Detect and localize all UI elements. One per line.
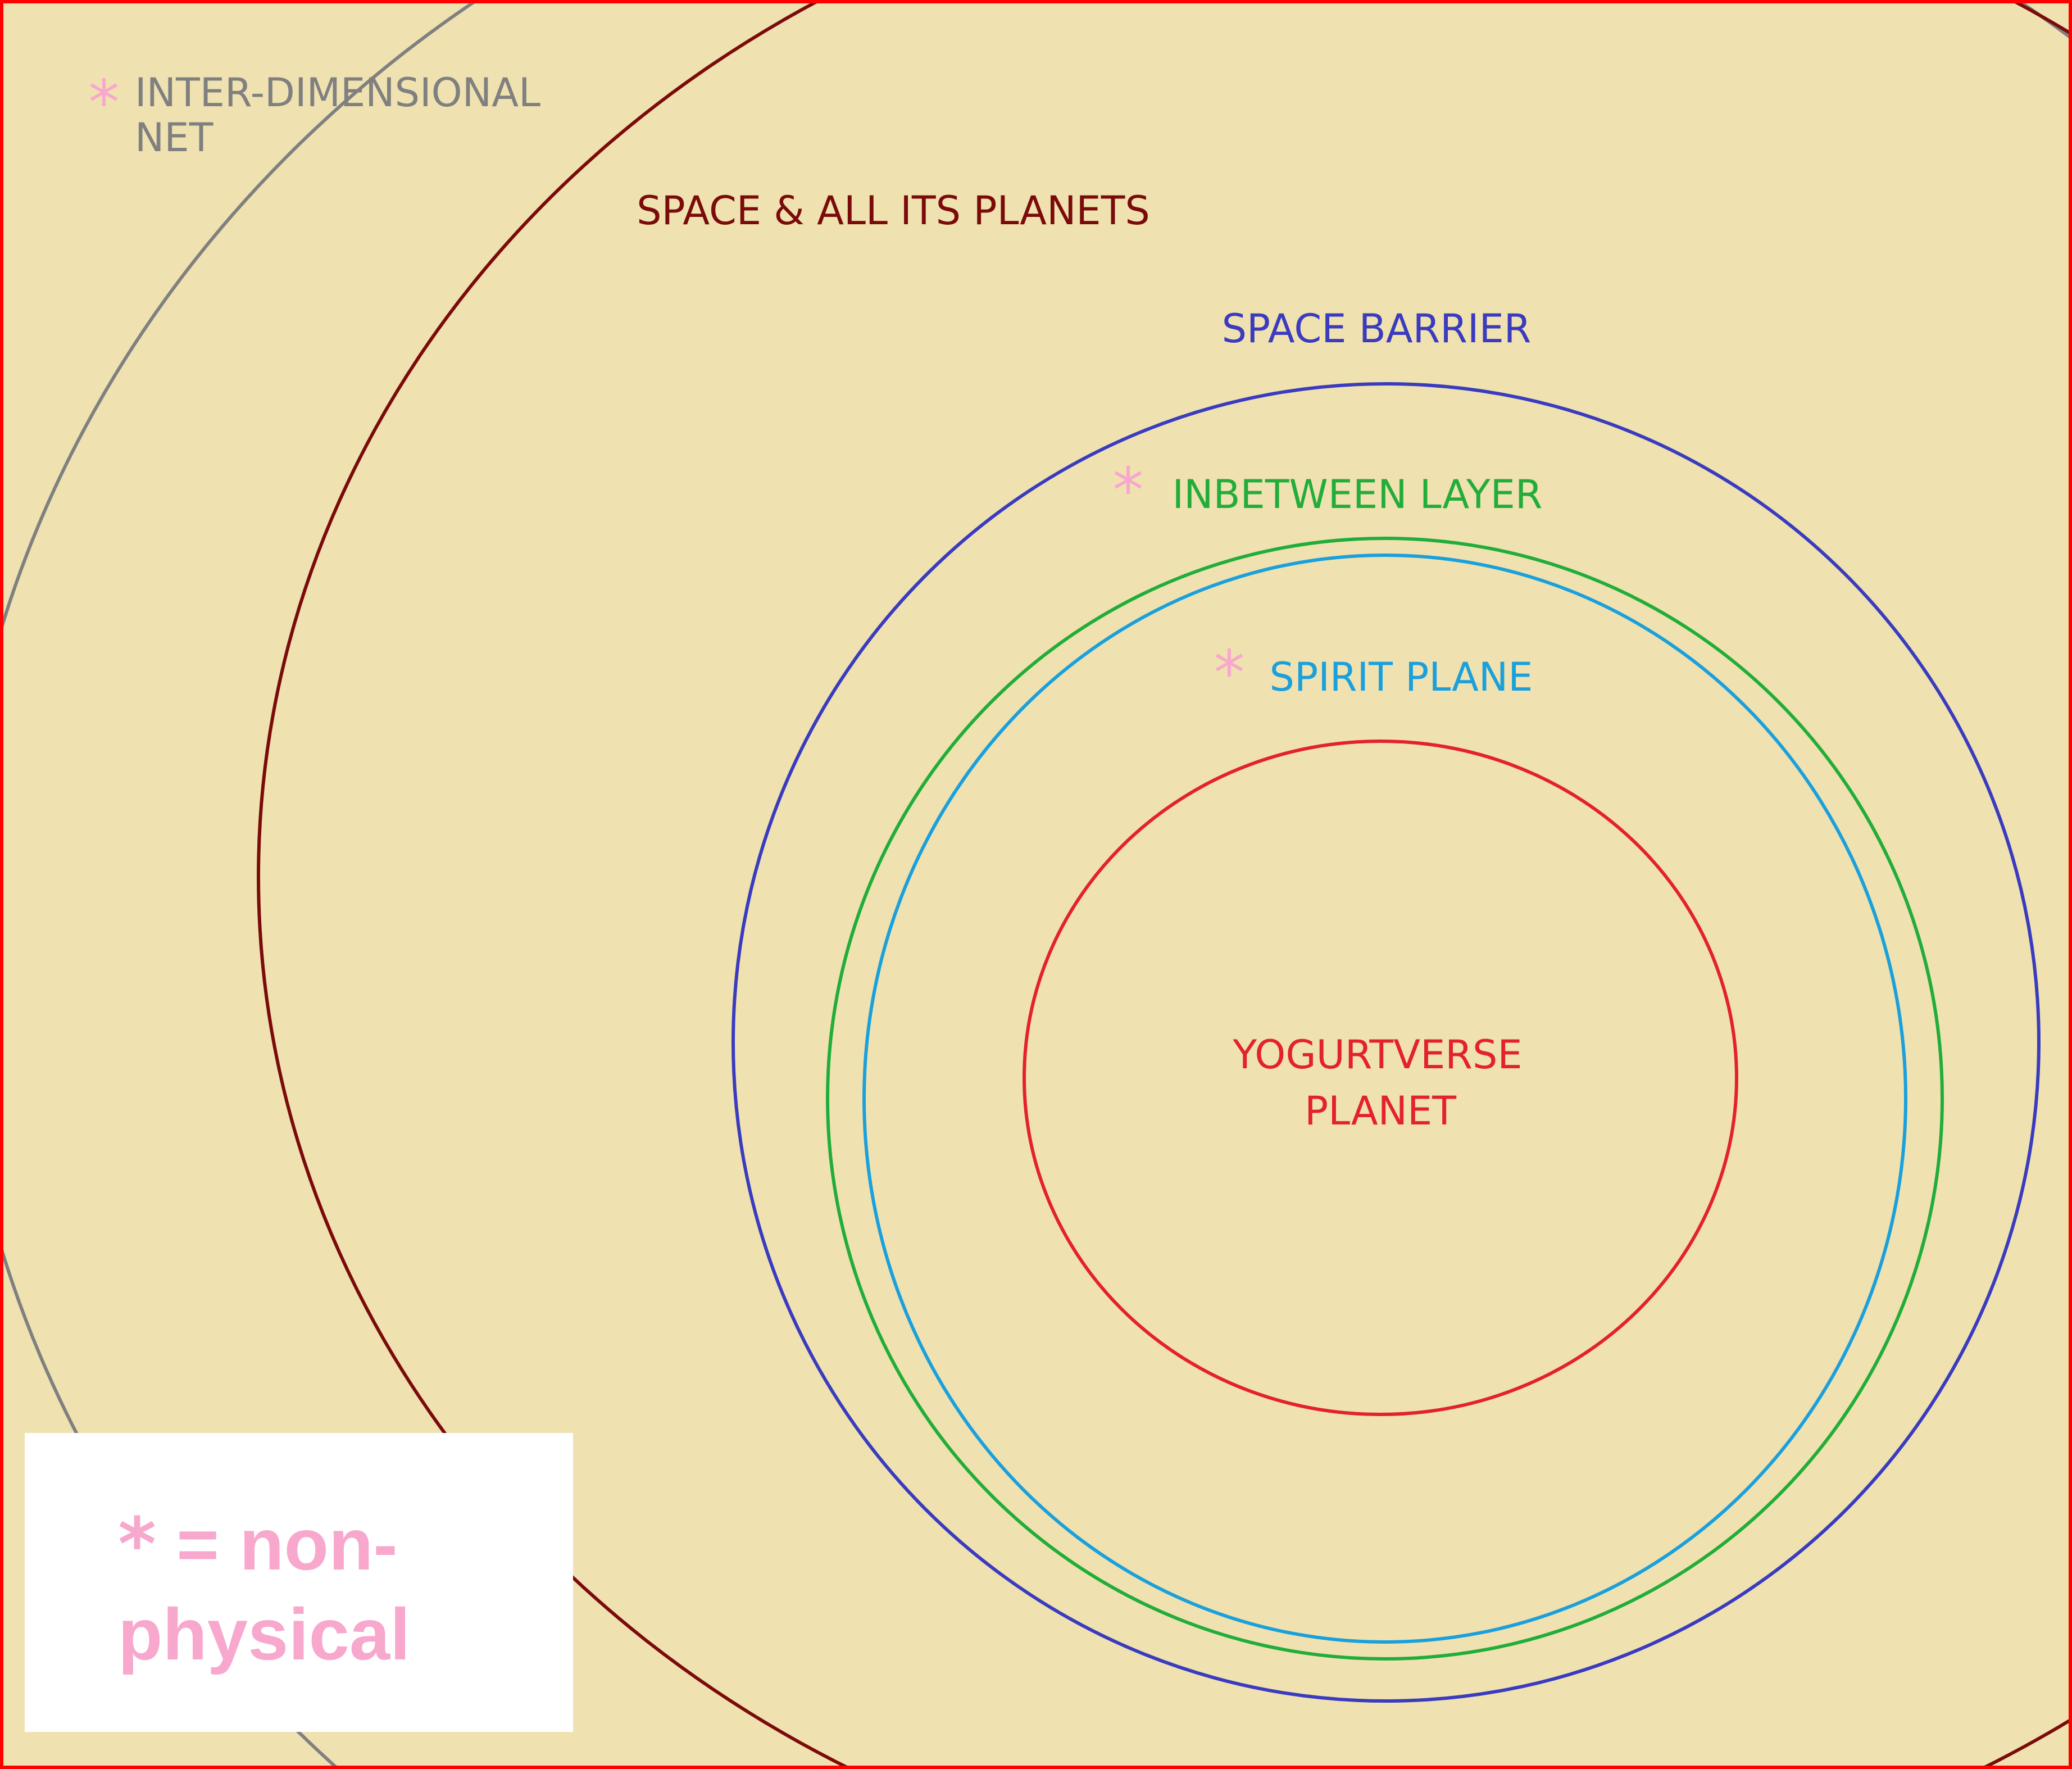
label-spirit-plane: SPIRIT PLANE bbox=[1270, 654, 1533, 700]
marker-inbetween: * bbox=[1113, 454, 1144, 526]
label-yogurtverse-line2: PLANET bbox=[1305, 1088, 1456, 1134]
label-inter-dimensional-line1: INTER-DIMENSIONAL bbox=[135, 70, 540, 116]
space-barrier-ring bbox=[731, 382, 2041, 1703]
label-yogurtverse-line1: YOGURTVERSE bbox=[1232, 1032, 1522, 1078]
label-inbetween-layer: INBETWEEN LAYER bbox=[1173, 471, 1543, 518]
legend-description: = non-physical bbox=[118, 1503, 411, 1675]
legend-text: * = non-physical bbox=[118, 1499, 556, 1679]
marker-inter-dimensional: * bbox=[89, 66, 120, 138]
spirit-plane-ring bbox=[862, 554, 1907, 1644]
label-space: SPACE & ALL ITS PLANETS bbox=[637, 188, 1150, 234]
label-space-barrier: SPACE BARRIER bbox=[1222, 306, 1532, 352]
legend-marker: * bbox=[118, 1502, 156, 1587]
space-ring bbox=[257, 0, 2072, 1769]
legend-box: * = non-physical bbox=[25, 1433, 573, 1732]
yogurtverse-planet-ring bbox=[1023, 740, 1738, 1416]
marker-spirit: * bbox=[1214, 637, 1245, 709]
inbetween-layer-ring bbox=[826, 537, 1944, 1661]
label-inter-dimensional-line2: NET bbox=[135, 115, 213, 161]
